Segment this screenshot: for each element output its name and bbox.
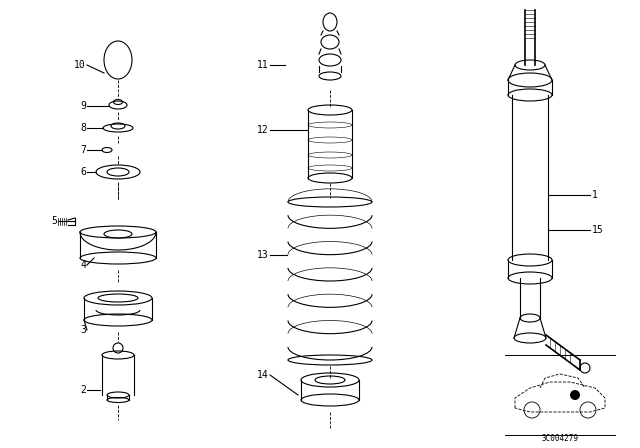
Text: 7: 7 (80, 145, 86, 155)
Text: 11: 11 (257, 60, 269, 70)
Text: 6: 6 (80, 167, 86, 177)
Text: 3: 3 (80, 325, 86, 335)
Text: 5: 5 (51, 216, 57, 226)
Text: 15: 15 (592, 225, 604, 235)
Text: 2: 2 (80, 385, 86, 395)
Circle shape (570, 390, 580, 400)
Text: 8: 8 (80, 123, 86, 133)
Text: 9: 9 (80, 101, 86, 111)
Text: 1: 1 (592, 190, 598, 200)
Text: 10: 10 (74, 60, 86, 70)
Text: 14: 14 (257, 370, 269, 380)
Text: 4: 4 (80, 260, 86, 270)
Text: 13: 13 (257, 250, 269, 260)
Text: 12: 12 (257, 125, 269, 135)
Text: 3C004279: 3C004279 (541, 434, 579, 443)
